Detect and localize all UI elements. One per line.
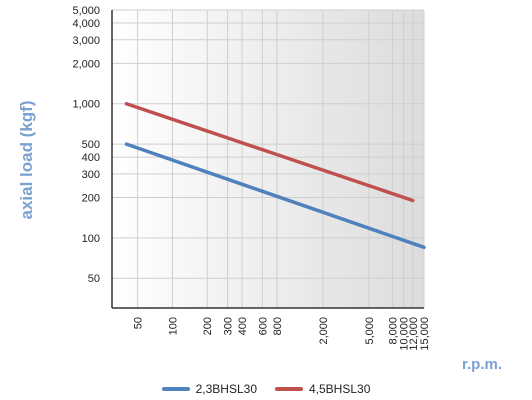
series-line xyxy=(124,142,426,250)
y-tick-label: 50 xyxy=(88,273,100,285)
x-tick-label: 10,000 xyxy=(399,317,411,351)
y-tick-label: 5,000 xyxy=(72,5,100,17)
grid xyxy=(112,9,425,308)
legend-label: 2,3BHSL30 xyxy=(195,382,257,396)
legend-item: 4,5BHSL30 xyxy=(275,382,370,396)
series-line xyxy=(124,101,415,203)
x-tick-label: 600 xyxy=(257,317,269,335)
y-tick-label: 1,000 xyxy=(72,99,100,111)
y-tick-label: 200 xyxy=(82,192,100,204)
x-tick-label: 800 xyxy=(272,317,284,335)
y-tick-label: 3,000 xyxy=(72,35,100,47)
series-lines xyxy=(124,101,426,250)
x-tick-label: 8,000 xyxy=(387,317,399,345)
x-tick-label: 200 xyxy=(202,317,214,335)
legend-item: 2,3BHSL30 xyxy=(161,382,257,396)
legend: 2,3BHSL30 4,5BHSL30 xyxy=(0,380,532,398)
legend-swatch xyxy=(275,387,303,391)
x-tick-label: 400 xyxy=(237,317,249,335)
plot-area xyxy=(112,10,424,308)
x-tick-label: 300 xyxy=(223,317,235,335)
y-tick-label: 500 xyxy=(82,139,100,151)
x-tick-label: 12,000 xyxy=(408,317,420,351)
x-tick-label: 5,000 xyxy=(364,317,376,345)
x-tick-label: 50 xyxy=(133,317,145,329)
x-axis-title: r.p.m. xyxy=(462,356,503,373)
x-tick-label: 15,000 xyxy=(419,317,431,351)
y-tick-label: 300 xyxy=(82,169,100,181)
y-tick-label: 2,000 xyxy=(72,58,100,70)
legend-label: 4,5BHSL30 xyxy=(309,382,371,396)
x-tick-label: 2,000 xyxy=(318,317,330,345)
y-tick-label: 400 xyxy=(82,152,100,164)
x-tick-labels: 50 100 200 300 400 600 800 2,000 5,000 8,000 10,00… xyxy=(133,317,431,351)
legend-swatch xyxy=(161,387,190,391)
x-tick-label: 100 xyxy=(167,317,179,335)
y-tick-label: 4,000 xyxy=(72,18,100,30)
y-axis-title: axial load (kgf) xyxy=(17,100,36,219)
y-tick-label: 100 xyxy=(82,233,100,245)
